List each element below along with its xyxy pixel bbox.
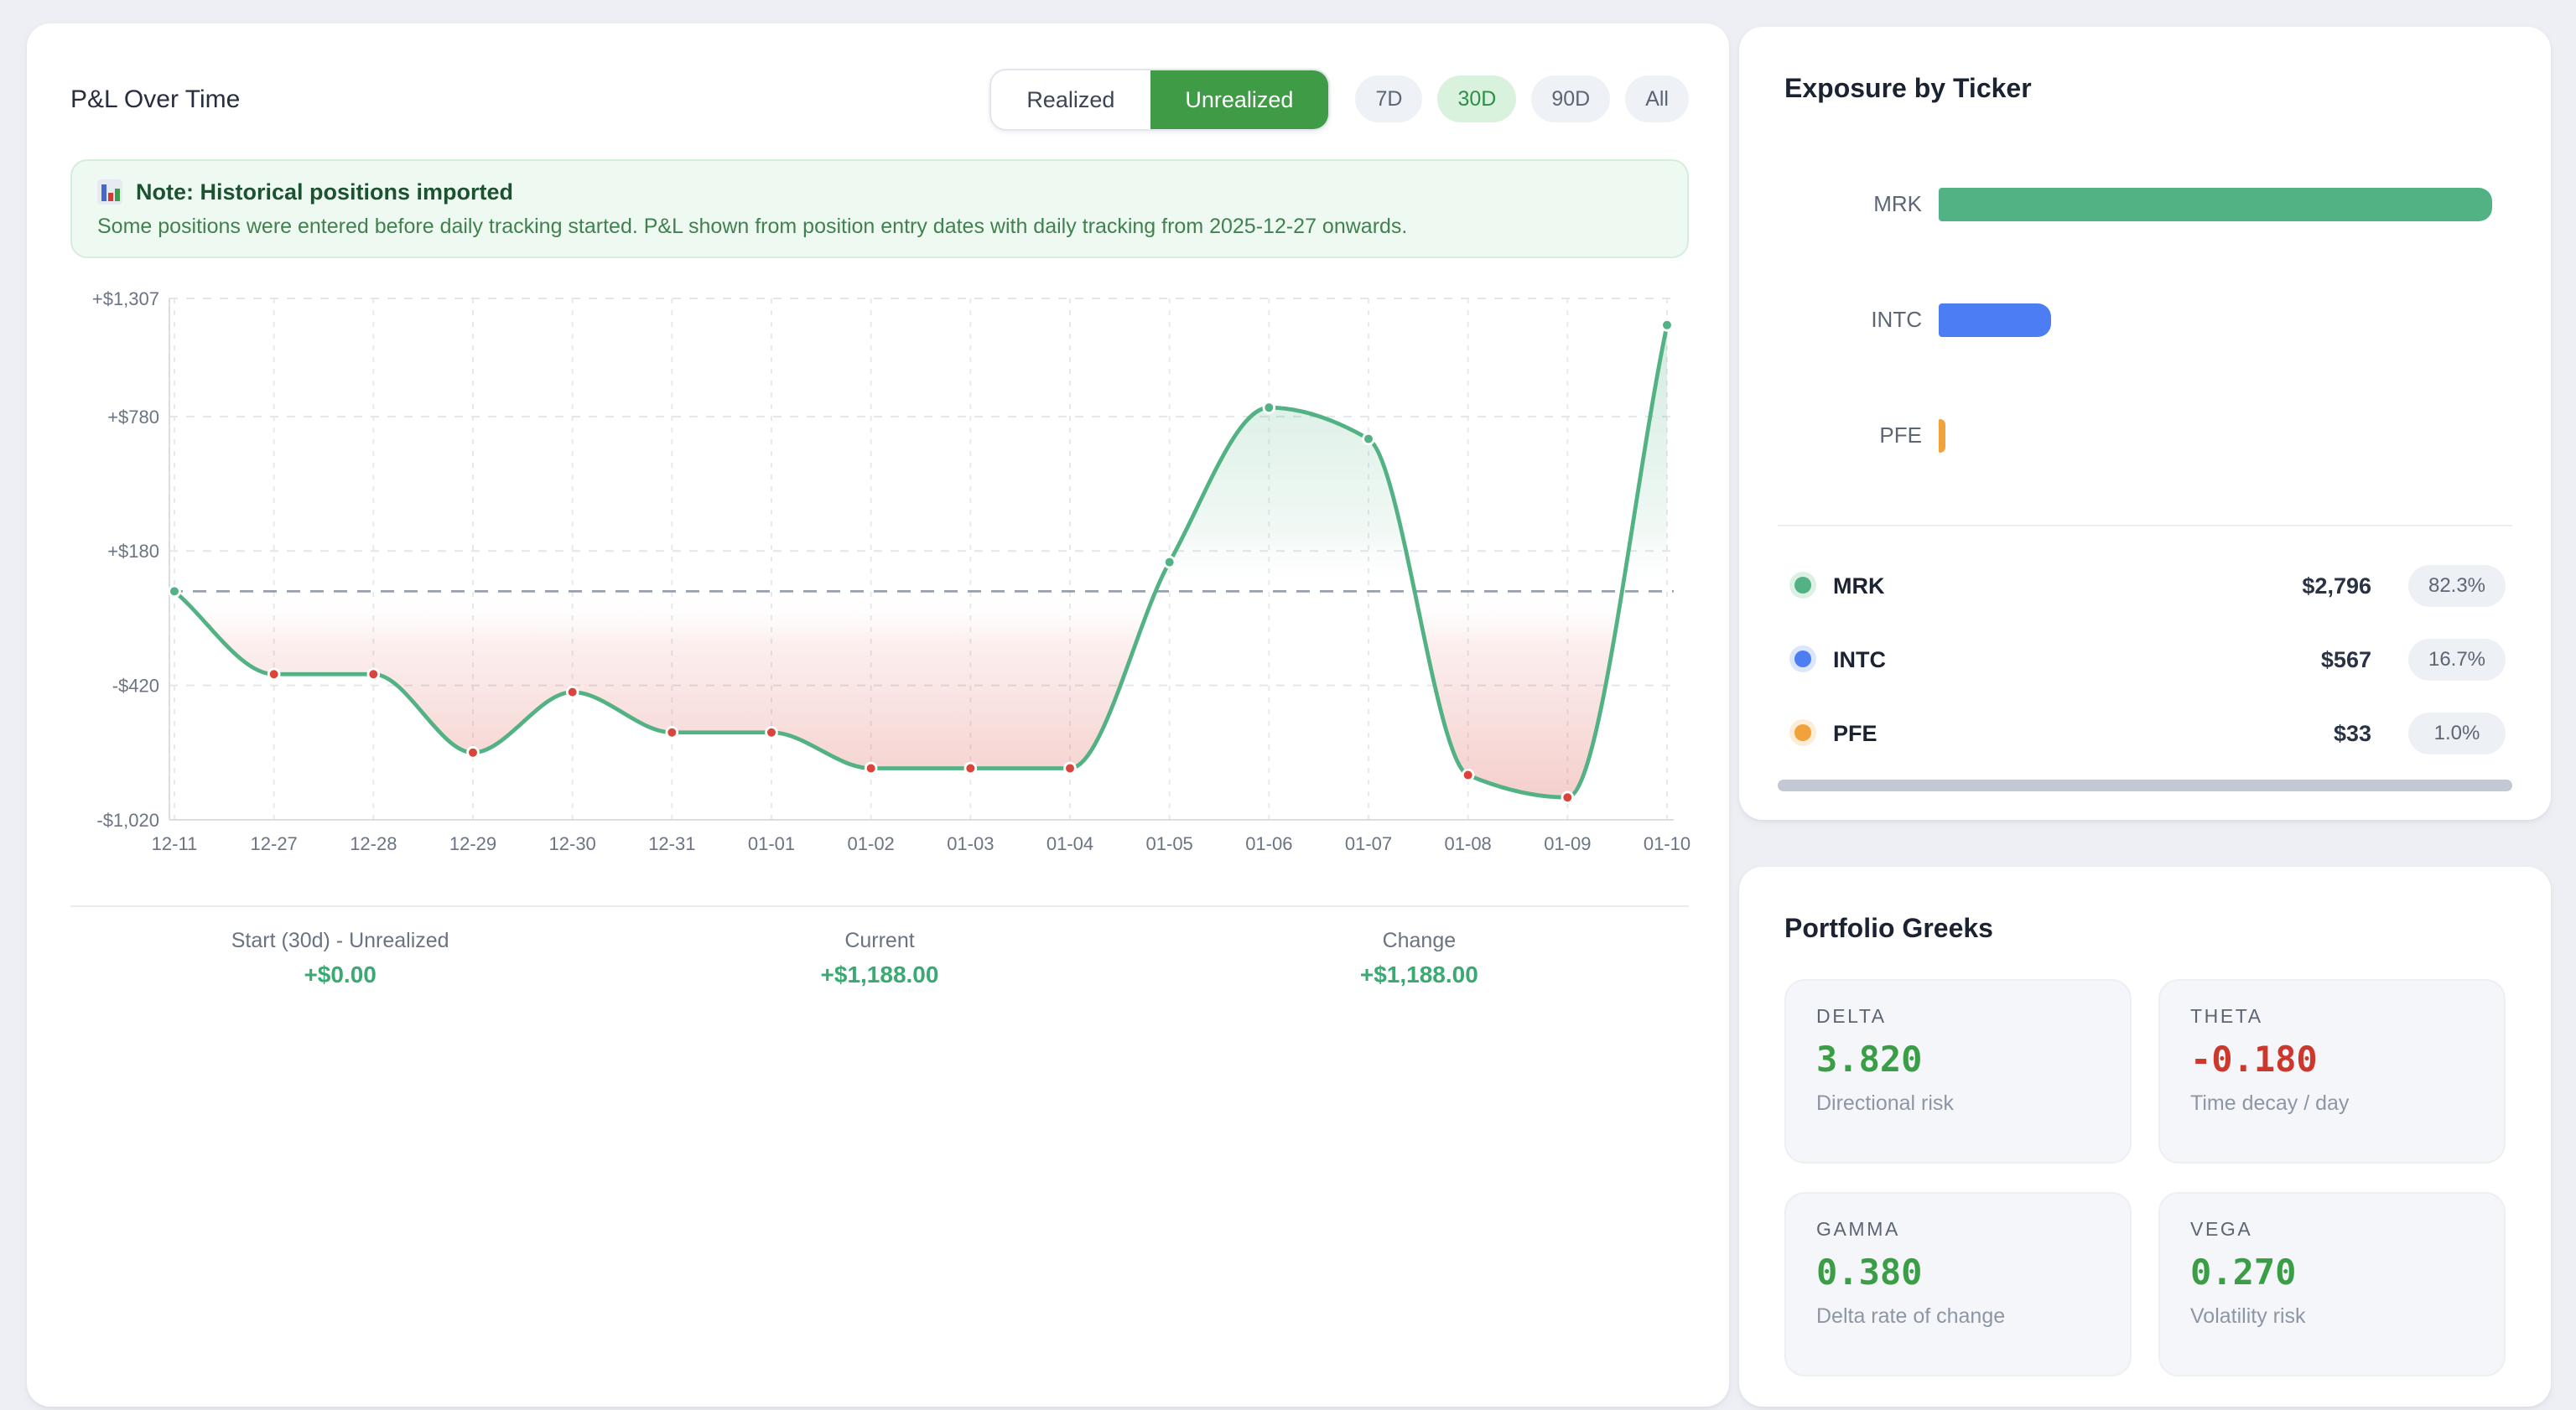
vega-value: 0.270 <box>2190 1252 2297 1293</box>
note-title: Note: Historical positions imported <box>136 179 514 205</box>
stat-start: Start (30d) - Unrealized +$0.00 <box>231 929 449 988</box>
svg-text:01-05: 01-05 <box>1146 833 1193 854</box>
realized-button[interactable]: Realized <box>991 70 1150 128</box>
exposure-title: Exposure by Ticker <box>1784 75 2032 104</box>
svg-text:+$780: +$780 <box>107 407 159 428</box>
svg-text:+$180: +$180 <box>107 541 159 562</box>
svg-text:01-01: 01-01 <box>748 833 795 854</box>
intc-percent-badge: 16.7% <box>2408 638 2506 680</box>
range-30d-button[interactable]: 30D <box>1437 75 1517 122</box>
greek-card-delta: DELTA 3.820 Directional risk <box>1784 979 2132 1164</box>
svg-text:01-04: 01-04 <box>1046 833 1093 854</box>
stat-change: Change +$1,188.00 <box>1359 929 1478 988</box>
stats-divider <box>70 905 1689 907</box>
unrealized-button[interactable]: Unrealized <box>1150 70 1329 128</box>
svg-text:12-30: 12-30 <box>549 833 596 854</box>
greek-card-theta: THETA -0.180 Time decay / day <box>2158 979 2506 1164</box>
greeks-grid: DELTA 3.820 Directional risk THETA -0.18… <box>1784 979 2506 1376</box>
svg-text:12-31: 12-31 <box>648 833 695 854</box>
exposure-bar-chart: MRK INTC PFE <box>1784 186 2506 453</box>
greeks-card: Portfolio Greeks DELTA 3.820 Directional… <box>1739 867 2551 1407</box>
svg-text:01-06: 01-06 <box>1245 833 1292 854</box>
bar-chart-icon <box>97 179 122 205</box>
note-body: Some positions were entered before daily… <box>97 215 1408 238</box>
pfe-dot-icon <box>1794 724 1811 741</box>
svg-text:01-09: 01-09 <box>1544 833 1591 854</box>
svg-text:01-10: 01-10 <box>1644 833 1690 854</box>
svg-text:-$420: -$420 <box>112 676 159 697</box>
delta-value: 3.820 <box>1816 1039 1923 1080</box>
range-all-button[interactable]: All <box>1625 75 1689 122</box>
range-90d-button[interactable]: 90D <box>1531 75 1611 122</box>
horizontal-scrollbar[interactable] <box>1778 780 2512 791</box>
page-title: P&L Over Time <box>70 85 241 113</box>
range-selector: 7D 30D 90D All <box>1355 75 1689 122</box>
svg-text:12-28: 12-28 <box>350 833 397 854</box>
range-7d-button[interactable]: 7D <box>1355 75 1423 122</box>
mrk-percent-badge: 82.3% <box>2408 564 2506 606</box>
svg-text:-$1,020: -$1,020 <box>96 810 159 831</box>
svg-text:12-11: 12-11 <box>152 833 198 854</box>
theta-value: -0.180 <box>2190 1039 2318 1080</box>
stat-current: Current +$1,188.00 <box>820 929 939 988</box>
exposure-card: Exposure by Ticker MRK INTC PFE MRK $2,7… <box>1739 27 2551 820</box>
intc-dot-icon <box>1794 651 1811 667</box>
legend-row-intc: INTC $567 16.7% <box>1784 622 2506 696</box>
pnl-card: P&L Over Time Realized Unrealized 7D 30D… <box>27 23 1729 1407</box>
svg-text:12-29: 12-29 <box>449 833 496 854</box>
import-note: Note: Historical positions imported Some… <box>70 159 1689 258</box>
greek-card-vega: VEGA 0.270 Volatility risk <box>2158 1192 2506 1376</box>
mrk-dot-icon <box>1794 577 1811 594</box>
exposure-bar-pfe <box>1939 418 1945 452</box>
pnl-header: P&L Over Time Realized Unrealized 7D 30D… <box>70 67 1689 131</box>
legend-row-pfe: PFE $33 1.0% <box>1784 696 2506 770</box>
svg-text:+$1,307: +$1,307 <box>92 288 159 309</box>
pnl-stats: Start (30d) - Unrealized +$0.00 Current … <box>70 907 1689 988</box>
exposure-legend: MRK $2,796 82.3% INTC $567 16.7% PFE $33… <box>1784 548 2506 770</box>
svg-text:12-27: 12-27 <box>251 833 298 854</box>
svg-text:01-07: 01-07 <box>1345 833 1392 854</box>
realized-unrealized-toggle: Realized Unrealized <box>989 68 1331 130</box>
exposure-row-intc: INTC <box>1784 302 2506 337</box>
svg-text:01-02: 01-02 <box>848 833 895 854</box>
exposure-row-mrk: MRK <box>1784 186 2506 221</box>
gamma-value: 0.380 <box>1816 1252 1923 1293</box>
exposure-divider <box>1778 525 2512 526</box>
legend-row-mrk: MRK $2,796 82.3% <box>1784 548 2506 622</box>
pnl-chart: +$1,307 +$780 +$180 -$420 -$1,020 12-11 12-27 1… <box>70 285 1690 863</box>
exposure-bar-intc <box>1939 303 2051 336</box>
svg-text:01-08: 01-08 <box>1445 833 1492 854</box>
greek-card-gamma: GAMMA 0.380 Delta rate of change <box>1784 1192 2132 1376</box>
exposure-row-pfe: PFE <box>1784 417 2506 453</box>
svg-text:01-03: 01-03 <box>947 833 994 854</box>
pfe-percent-badge: 1.0% <box>2408 712 2506 754</box>
greeks-title: Portfolio Greeks <box>1784 915 1993 944</box>
exposure-bar-mrk <box>1939 187 2492 220</box>
